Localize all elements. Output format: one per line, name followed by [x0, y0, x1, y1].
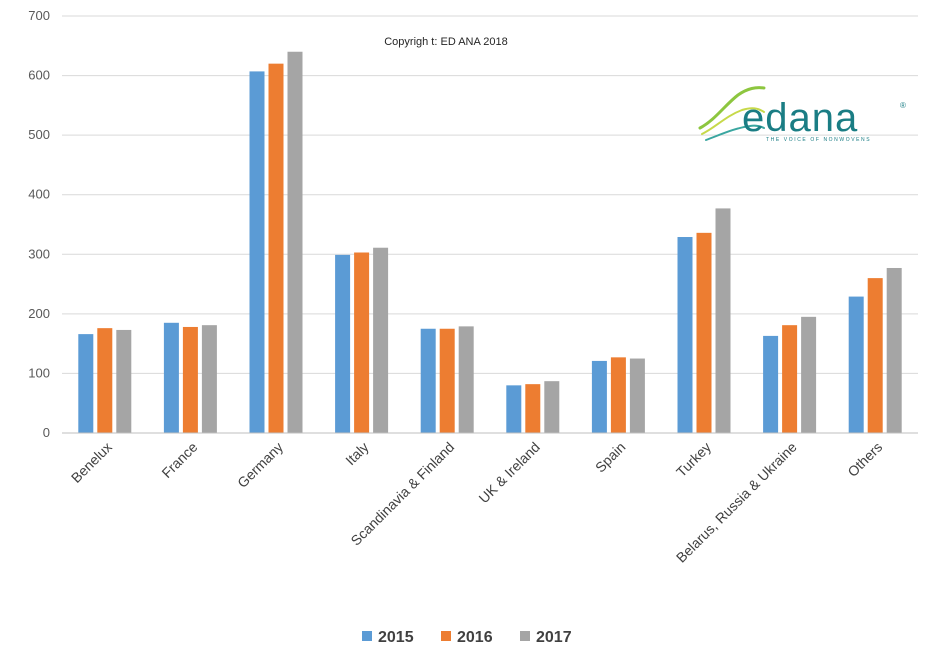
bars — [78, 51, 902, 434]
bar-2015 — [335, 254, 351, 433]
bar-2016 — [354, 252, 370, 433]
bar-2016 — [525, 384, 541, 433]
legend-label-2017: 2017 — [536, 629, 572, 646]
edana-logo: edana ® THE VOICE OF NONWOVENS — [698, 86, 906, 143]
bar-2017 — [116, 329, 132, 433]
x-tick-label: Germany — [234, 439, 286, 491]
x-tick-label: Spain — [592, 439, 629, 476]
y-tick-label: 600 — [28, 68, 50, 83]
bar-2016 — [97, 328, 113, 433]
bar-2017 — [801, 316, 817, 433]
legend-swatch-2015 — [362, 631, 372, 641]
bar-2015 — [848, 296, 864, 433]
bar-2016 — [182, 326, 198, 433]
y-tick-label: 500 — [28, 127, 50, 142]
legend-swatch-2016 — [441, 631, 451, 641]
y-tick-label: 300 — [28, 246, 50, 261]
bar-2016 — [867, 278, 883, 433]
x-tick-label: UK & Ireland — [475, 439, 542, 506]
legend: 2015 2016 2017 — [362, 629, 572, 646]
bar-2015 — [591, 360, 607, 433]
bar-2017 — [544, 381, 560, 433]
bar-2015 — [78, 334, 94, 433]
edana-logo-wordmark: edana — [742, 96, 858, 140]
bar-2017 — [629, 358, 645, 433]
x-tick-label: Turkey — [673, 439, 714, 480]
x-tick-label: France — [158, 439, 200, 481]
bar-2015 — [677, 237, 693, 433]
y-tick-label: 200 — [28, 306, 50, 321]
edana-logo-registered-mark: ® — [900, 101, 906, 110]
bar-2016 — [696, 232, 712, 433]
y-tick-label: 700 — [28, 8, 50, 23]
bar-2016 — [782, 325, 798, 433]
gridlines — [62, 15, 918, 374]
copyright-annotation: Copyrigh t: ED ANA 2018 — [384, 36, 508, 48]
bar-2017 — [287, 51, 303, 433]
bar-2017 — [373, 247, 389, 433]
edana-logo-tagline: THE VOICE OF NONWOVENS — [766, 137, 871, 143]
bar-2015 — [506, 385, 522, 433]
bar-2015 — [163, 322, 179, 433]
bar-2017 — [715, 208, 731, 433]
x-tick-label: Benelux — [68, 439, 115, 486]
y-tick-label: 400 — [28, 187, 50, 202]
y-tick-label: 0 — [43, 425, 50, 440]
bar-2016 — [610, 357, 626, 433]
y-tick-label: 100 — [28, 365, 50, 380]
bar-2017 — [886, 267, 902, 433]
bar-2015 — [763, 335, 779, 433]
edana-logo-swoosh-icon — [698, 86, 766, 141]
bar-2015 — [420, 328, 436, 433]
bar-2016 — [439, 328, 455, 433]
y-axis-tick-labels: 0 100 200 300 400 500 600 700 — [28, 8, 50, 440]
legend-label-2015: 2015 — [378, 629, 414, 646]
legend-label-2016: 2016 — [457, 629, 493, 646]
legend-swatch-2017 — [520, 631, 530, 641]
bar-2017 — [201, 325, 217, 433]
bar-2017 — [458, 326, 474, 433]
x-tick-label: Italy — [342, 439, 371, 468]
bar-2016 — [268, 63, 284, 434]
bar-2015 — [249, 71, 265, 433]
x-tick-label: Others — [844, 439, 885, 480]
